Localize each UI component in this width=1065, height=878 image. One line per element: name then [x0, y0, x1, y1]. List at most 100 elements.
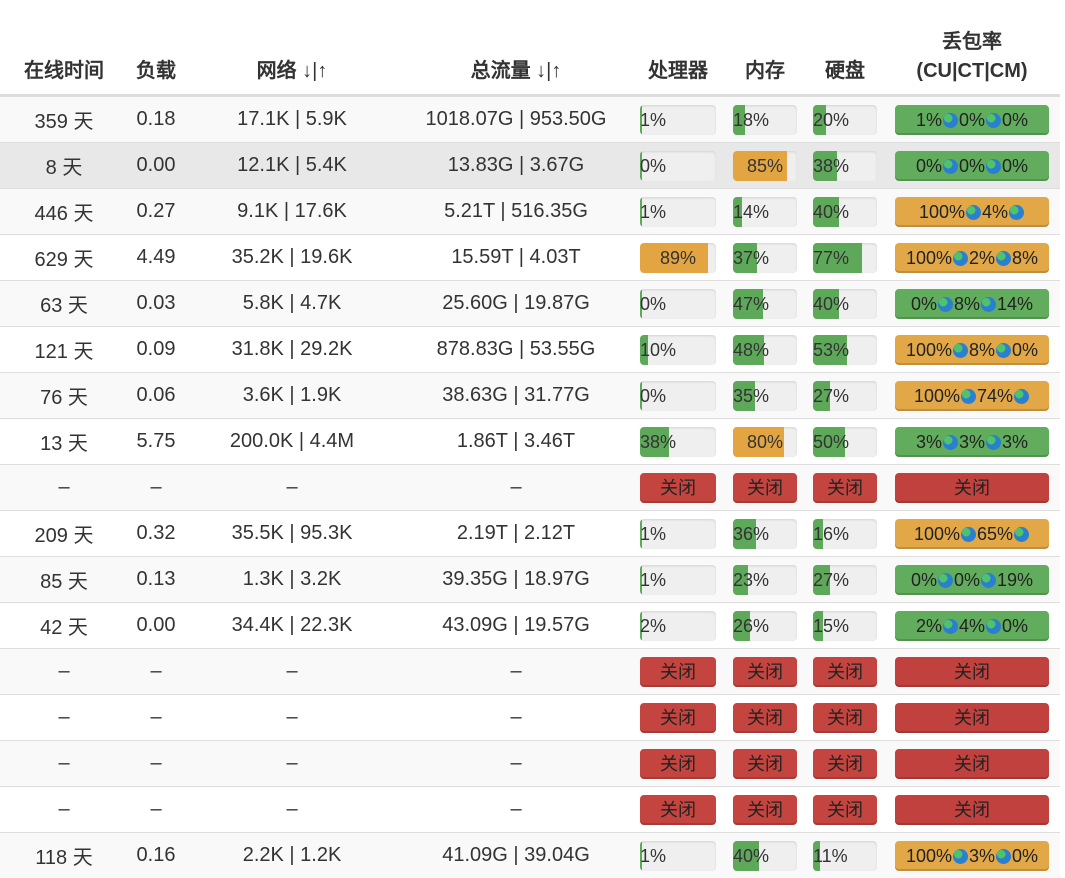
disk-bar: 20% [813, 105, 877, 135]
packet-loss-ct: 3% [959, 432, 985, 452]
col-disk-header[interactable]: 硬盘 [806, 0, 884, 96]
load-cell: 0.06 [128, 373, 184, 419]
cpu-header-label: 处理器 [648, 60, 708, 82]
cpu-cell: 38% [632, 419, 724, 465]
traffic-cell: 2.19T | 2.12T [400, 511, 632, 557]
load-cell: 0.13 [128, 557, 184, 603]
packet-loss-cu: 100% [914, 524, 960, 544]
globe-icon [986, 435, 1001, 450]
disk-value: 20% [813, 105, 849, 135]
col-traffic-header[interactable]: 总流量 ↓|↑ [400, 0, 632, 96]
cpu-cell: 1% [632, 511, 724, 557]
disk-cell: 关闭 [806, 465, 884, 511]
disk-cell: 40% [806, 281, 884, 327]
memory-value: 36% [733, 519, 769, 549]
disk-cell: 50% [806, 419, 884, 465]
memory-offline-badge: 关闭 [733, 703, 797, 733]
cpu-offline-badge: 关闭 [640, 473, 716, 503]
memory-cell: 40% [724, 833, 806, 878]
table-row[interactable]: ––––关闭关闭关闭关闭 [0, 649, 1060, 695]
packet-loss-cell: 100%4% [884, 189, 1060, 235]
uptime-cell: 118 天 [0, 833, 128, 878]
packet-loss-badge: 100%8%0% [895, 335, 1049, 365]
packet-loss-cell: 100%74% [884, 373, 1060, 419]
traffic-cell: 25.60G | 19.87G [400, 281, 632, 327]
packet-loss-offline-badge: 关闭 [895, 703, 1049, 733]
disk-cell: 15% [806, 603, 884, 649]
memory-bar: 36% [733, 519, 797, 549]
table-row[interactable]: ––––关闭关闭关闭关闭 [0, 787, 1060, 833]
load-cell: 0.32 [128, 511, 184, 557]
memory-bar: 80% [733, 427, 797, 457]
globe-icon [1014, 527, 1029, 542]
col-load-header[interactable]: 负载 [128, 0, 184, 96]
disk-cell: 11% [806, 833, 884, 878]
packet-loss-badge: 100%74% [895, 381, 1049, 411]
col-uptime-header[interactable]: 在线时间 [0, 0, 128, 96]
col-network-header[interactable]: 网络 ↓|↑ [184, 0, 400, 96]
cpu-bar: 1% [640, 519, 716, 549]
packet-loss-cu: 100% [906, 248, 952, 268]
packet-loss-cell: 0%8%14% [884, 281, 1060, 327]
cpu-cell: 1% [632, 189, 724, 235]
col-cpu-header[interactable]: 处理器 [632, 0, 724, 96]
col-packet-loss-header[interactable]: 丢包率(CU|CT|CM) [884, 0, 1060, 96]
disk-offline-badge: 关闭 [813, 473, 877, 503]
traffic-cell: 38.63G | 31.77G [400, 373, 632, 419]
packet-loss-offline-badge: 关闭 [895, 749, 1049, 779]
network-sort-icon[interactable]: ↓|↑ [302, 60, 327, 82]
table-row[interactable]: ––––关闭关闭关闭关闭 [0, 741, 1060, 787]
table-row[interactable]: ––––关闭关闭关闭关闭 [0, 695, 1060, 741]
globe-icon [996, 849, 1011, 864]
disk-value: 53% [813, 335, 849, 365]
packet-loss-badge: 0%0%0% [895, 151, 1049, 181]
memory-value: 40% [733, 841, 769, 871]
globe-icon [1009, 205, 1024, 220]
memory-value: 35% [733, 381, 769, 411]
cpu-cell: 关闭 [632, 695, 724, 741]
packet-loss-header-label: 丢包率 [884, 28, 1060, 57]
col-memory-header[interactable]: 内存 [724, 0, 806, 96]
traffic-cell: 41.09G | 39.04G [400, 833, 632, 878]
memory-cell: 37% [724, 235, 806, 281]
packet-loss-badge: 100%4% [895, 197, 1049, 227]
disk-bar: 15% [813, 611, 877, 641]
packet-loss-cell: 关闭 [884, 695, 1060, 741]
packet-loss-badge: 3%3%3% [895, 427, 1049, 457]
packet-loss-cell: 2%4%0% [884, 603, 1060, 649]
uptime-cell: 63 天 [0, 281, 128, 327]
packet-loss-cell: 100%8%0% [884, 327, 1060, 373]
traffic-sort-icon[interactable]: ↓|↑ [536, 60, 561, 82]
traffic-header-label: 总流量 [471, 60, 531, 82]
cpu-value: 38% [640, 427, 676, 457]
packet-loss-cu: 100% [906, 846, 952, 866]
globe-icon [938, 297, 953, 312]
packet-loss-cm: 0% [1002, 110, 1028, 130]
disk-cell: 关闭 [806, 649, 884, 695]
disk-cell: 20% [806, 96, 884, 143]
packet-loss-ct: 8% [969, 340, 995, 360]
network-cell: 2.2K | 1.2K [184, 833, 400, 878]
table-row[interactable]: ––––关闭关闭关闭关闭 [0, 465, 1060, 511]
memory-value: 85% [733, 151, 797, 181]
traffic-cell: 39.35G | 18.97G [400, 557, 632, 603]
packet-loss-cm: 8% [1012, 248, 1038, 268]
uptime-cell: 13 天 [0, 419, 128, 465]
network-cell: 35.2K | 19.6K [184, 235, 400, 281]
disk-header-label: 硬盘 [825, 60, 865, 82]
globe-icon [986, 619, 1001, 634]
packet-loss-cell: 关闭 [884, 465, 1060, 511]
cpu-value: 1% [640, 105, 666, 135]
